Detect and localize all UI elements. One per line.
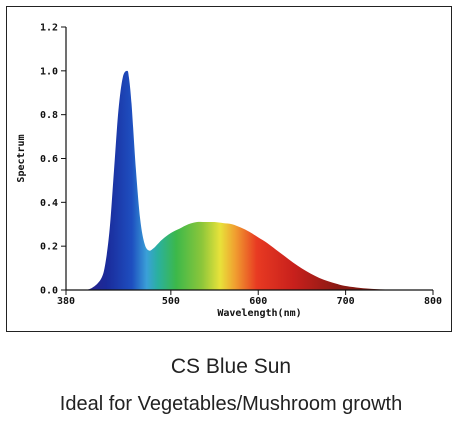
y-tick-label: 0.8	[40, 110, 58, 121]
y-tick-label: 0.6	[40, 154, 58, 165]
axes: 0.0 0.2 0.4 0.6 0.8 1.0 1.2 380 500 600 700 800	[40, 23, 442, 308]
y-tick-label: 0.0	[40, 286, 58, 297]
spectrum-chart: 0.0 0.2 0.4 0.6 0.8 1.0 1.2 380 500 600 700 800 Wav…	[16, 23, 442, 320]
y-tick-label: 0.4	[40, 198, 58, 209]
x-tick-label: 700	[337, 296, 355, 307]
product-name: CS Blue Sun	[170, 355, 292, 378]
plot-area	[66, 70, 433, 290]
x-axis-label: Wavelength(nm)	[217, 308, 301, 319]
y-tick-label: 0.2	[40, 242, 58, 253]
y-tick-label: 1.0	[40, 66, 58, 77]
product-description: Ideal for Vegetables/Mushroom growth	[59, 393, 403, 415]
chart-frame	[6, 6, 452, 332]
y-tick-label: 1.2	[40, 23, 58, 34]
x-tick-label: 600	[249, 296, 267, 307]
x-tick-label: 500	[162, 296, 180, 307]
x-tick-label: 380	[57, 296, 75, 307]
y-axis-label: Spectrum	[16, 134, 27, 182]
x-tick-label: 800	[424, 296, 442, 307]
spectrum-area	[66, 70, 433, 290]
